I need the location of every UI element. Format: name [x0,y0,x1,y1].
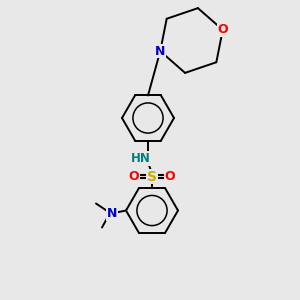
Text: O: O [218,23,228,36]
Text: N: N [155,45,165,58]
Text: HN: HN [131,152,151,165]
Text: N: N [107,207,117,220]
Text: S: S [147,169,157,184]
Text: O: O [165,170,175,183]
Text: O: O [129,170,139,183]
